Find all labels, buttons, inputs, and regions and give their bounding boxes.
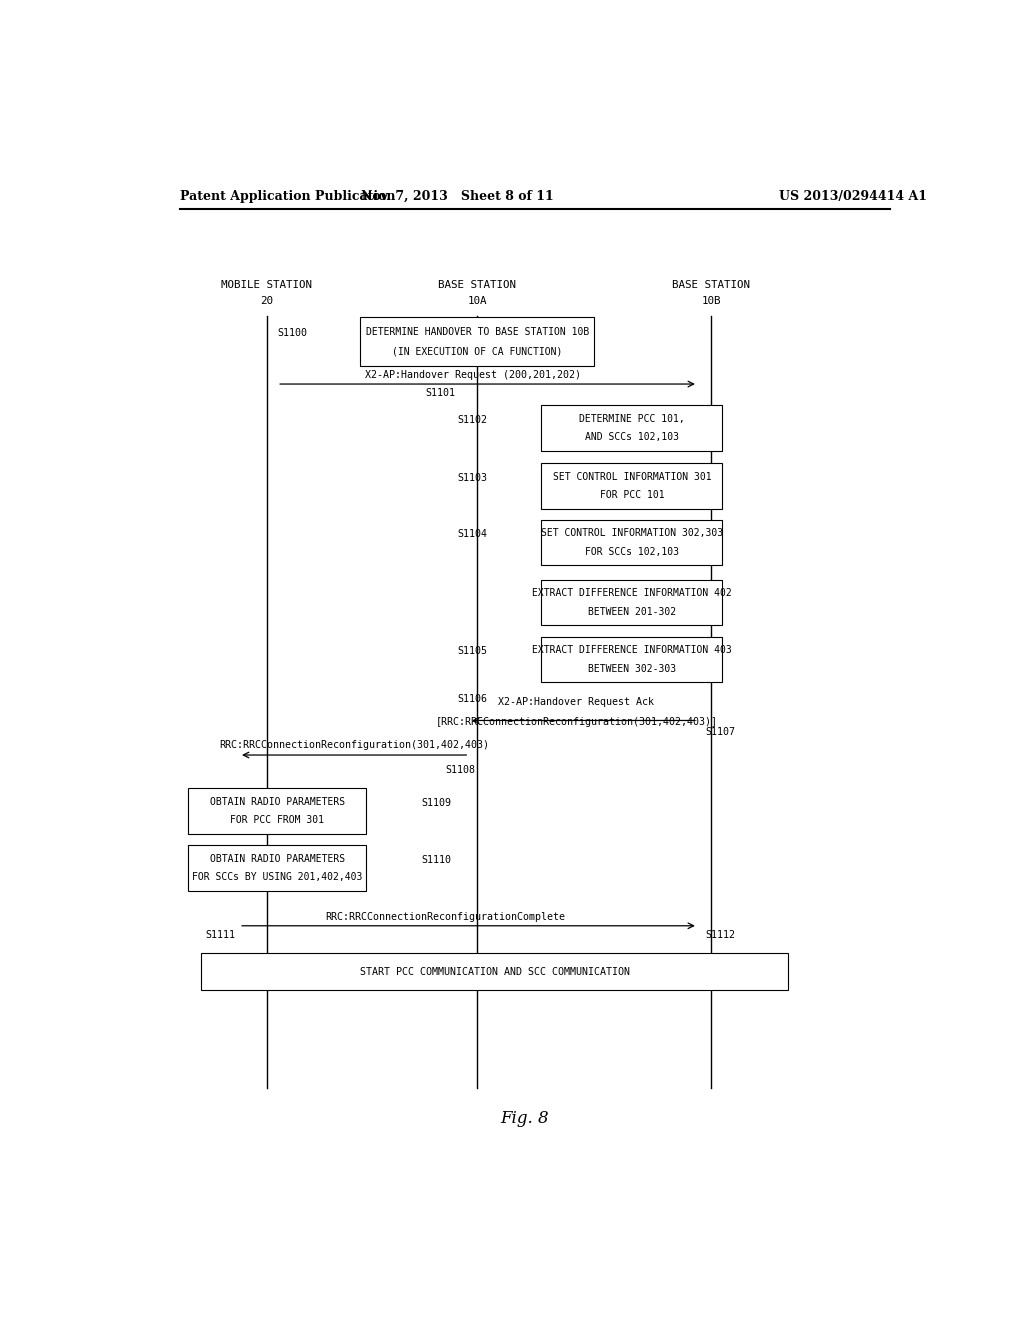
Bar: [201, 953, 788, 990]
Text: BASE STATION: BASE STATION: [673, 280, 751, 290]
Text: S1104: S1104: [458, 529, 487, 540]
Text: Patent Application Publication: Patent Application Publication: [179, 190, 395, 202]
Text: S1106: S1106: [458, 694, 487, 704]
Text: FOR PCC 101: FOR PCC 101: [600, 490, 665, 500]
Text: S1112: S1112: [706, 929, 735, 940]
Text: X2-AP:Handover Request Ack: X2-AP:Handover Request Ack: [499, 697, 654, 708]
Text: BETWEEN 201-302: BETWEEN 201-302: [588, 607, 676, 616]
Bar: [188, 845, 367, 891]
Text: S1105: S1105: [458, 647, 487, 656]
Text: RRC:RRCConnectionReconfiguration(301,402,403): RRC:RRCConnectionReconfiguration(301,402…: [219, 741, 489, 750]
Text: FOR SCCs 102,103: FOR SCCs 102,103: [585, 546, 679, 557]
Text: BASE STATION: BASE STATION: [438, 280, 516, 290]
Text: S1102: S1102: [458, 414, 487, 425]
Text: 10A: 10A: [467, 296, 487, 306]
Text: MOBILE STATION: MOBILE STATION: [221, 280, 312, 290]
Text: SET CONTROL INFORMATION 301: SET CONTROL INFORMATION 301: [553, 471, 712, 482]
Text: Nov. 7, 2013   Sheet 8 of 11: Nov. 7, 2013 Sheet 8 of 11: [361, 190, 554, 202]
Text: START PCC COMMUNICATION AND SCC COMMUNICATION: START PCC COMMUNICATION AND SCC COMMUNIC…: [359, 966, 630, 977]
Text: S1109: S1109: [422, 797, 452, 808]
Text: Fig. 8: Fig. 8: [501, 1110, 549, 1127]
Text: S1110: S1110: [422, 855, 452, 865]
Text: S1111: S1111: [206, 929, 236, 940]
Text: S1100: S1100: [278, 329, 307, 338]
Text: EXTRACT DIFFERENCE INFORMATION 403: EXTRACT DIFFERENCE INFORMATION 403: [532, 645, 732, 655]
Bar: [360, 317, 594, 366]
Text: 20: 20: [260, 296, 273, 306]
Text: US 2013/0294414 A1: US 2013/0294414 A1: [778, 190, 927, 202]
Text: S1108: S1108: [445, 766, 475, 775]
Text: SET CONTROL INFORMATION 302,303: SET CONTROL INFORMATION 302,303: [541, 528, 723, 539]
Bar: [542, 579, 722, 626]
Text: OBTAIN RADIO PARAMETERS: OBTAIN RADIO PARAMETERS: [210, 797, 345, 807]
Text: 10B: 10B: [701, 296, 721, 306]
Bar: [542, 636, 722, 682]
Text: FOR SCCs BY USING 201,402,403: FOR SCCs BY USING 201,402,403: [193, 873, 362, 882]
Text: EXTRACT DIFFERENCE INFORMATION 402: EXTRACT DIFFERENCE INFORMATION 402: [532, 589, 732, 598]
Text: DETERMINE PCC 101,: DETERMINE PCC 101,: [579, 413, 685, 424]
Bar: [188, 788, 367, 834]
Text: OBTAIN RADIO PARAMETERS: OBTAIN RADIO PARAMETERS: [210, 854, 345, 863]
Bar: [542, 520, 722, 565]
Text: S1107: S1107: [706, 726, 735, 737]
Text: FOR PCC FROM 301: FOR PCC FROM 301: [230, 814, 325, 825]
Text: [RRC:RRCConnectionReconfiguration(301,402,403)]: [RRC:RRCConnectionReconfiguration(301,40…: [435, 718, 718, 727]
Text: RRC:RRCConnectionReconfigurationComplete: RRC:RRCConnectionReconfigurationComplete: [326, 912, 565, 921]
Text: BETWEEN 302-303: BETWEEN 302-303: [588, 664, 676, 673]
Text: DETERMINE HANDOVER TO BASE STATION 10B: DETERMINE HANDOVER TO BASE STATION 10B: [366, 326, 589, 337]
Text: S1101: S1101: [426, 388, 456, 399]
Text: AND SCCs 102,103: AND SCCs 102,103: [585, 432, 679, 442]
Text: X2-AP:Handover Request (200,201,202): X2-AP:Handover Request (200,201,202): [366, 370, 582, 380]
Text: S1103: S1103: [458, 473, 487, 483]
Text: (IN EXECUTION OF CA FUNCTION): (IN EXECUTION OF CA FUNCTION): [392, 346, 562, 356]
Bar: [542, 405, 722, 450]
Bar: [542, 463, 722, 508]
